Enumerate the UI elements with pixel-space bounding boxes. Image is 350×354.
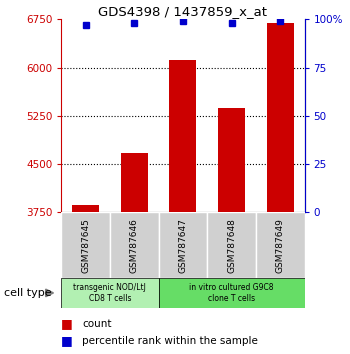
Text: cell type: cell type (4, 288, 51, 298)
Text: count: count (82, 319, 112, 329)
Bar (61, 212, 110, 278)
Title: GDS4398 / 1437859_x_at: GDS4398 / 1437859_x_at (98, 5, 267, 18)
Text: in vitro cultured G9C8
clone T cells: in vitro cultured G9C8 clone T cells (189, 283, 274, 303)
Bar (121, 153, 148, 212)
Text: GSM787646: GSM787646 (130, 218, 139, 273)
Text: percentile rank within the sample: percentile rank within the sample (82, 336, 258, 346)
Bar (72, 205, 99, 212)
Bar (159, 212, 207, 278)
Text: GSM787647: GSM787647 (178, 218, 187, 273)
Bar (110, 212, 159, 278)
Bar (256, 212, 304, 278)
Text: ■: ■ (61, 334, 73, 347)
Bar (159, 278, 304, 308)
Bar (169, 60, 196, 212)
Bar (267, 23, 294, 212)
Text: GSM787645: GSM787645 (81, 218, 90, 273)
Text: ■: ■ (61, 318, 73, 330)
Text: transgenic NOD/LtJ
CD8 T cells: transgenic NOD/LtJ CD8 T cells (74, 283, 146, 303)
Bar (61, 278, 159, 308)
Bar (207, 212, 256, 278)
Bar (218, 108, 245, 212)
Text: GSM787649: GSM787649 (276, 218, 285, 273)
Text: GSM787648: GSM787648 (227, 218, 236, 273)
